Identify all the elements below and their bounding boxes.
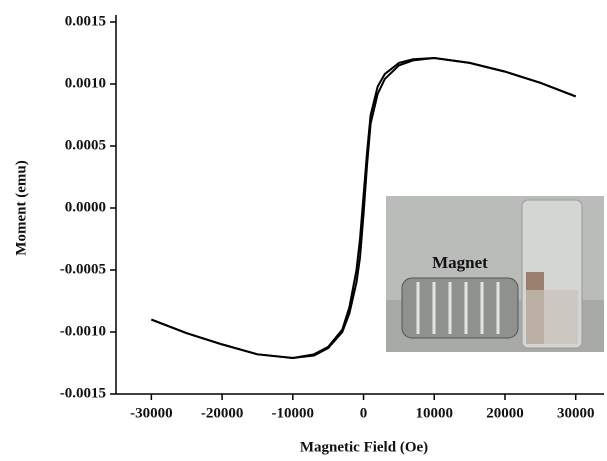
x-tick-label: -30000 [130,405,173,421]
y-tick-label: -0.0005 [60,261,106,277]
y-tick-label: 0.0000 [65,199,106,215]
y-tick-label: -0.0010 [60,323,106,339]
liquid [526,290,578,344]
x-tick-label: -20000 [201,405,244,421]
x-axis-label: Magnetic Field (Oe) [300,439,428,455]
x-tick-label: 30000 [557,405,595,421]
inset-photo: Magnet [386,196,604,352]
y-tick-label: 0.0005 [65,137,106,153]
x-tick-label: -10000 [272,405,315,421]
magnet-rings [416,282,500,334]
x-tick-label: 0 [360,405,368,421]
x-tick-label: 10000 [416,405,454,421]
x-tick-label: 20000 [486,405,524,421]
y-tick-label: 0.0015 [65,13,106,29]
magnet-stack [401,277,519,339]
inset-label: Magnet [432,253,488,272]
y-axis-label: Moment (emu) [13,160,29,255]
y-tick-label: -0.0015 [60,385,106,401]
y-tick-label: 0.0010 [65,75,106,91]
line [151,56,577,360]
